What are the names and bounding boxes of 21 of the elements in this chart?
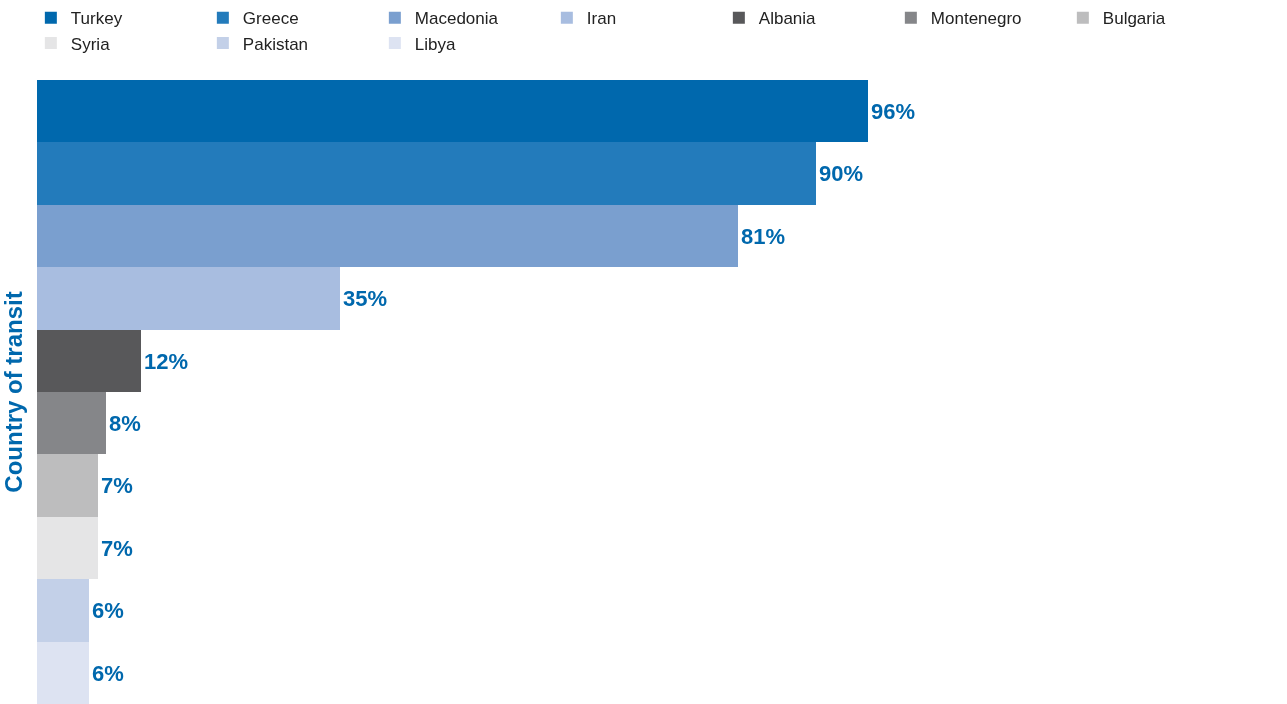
data-label: 90% (819, 161, 864, 186)
legend-label: Libya (414, 34, 457, 54)
legend-label: Iran (586, 9, 617, 29)
data-label: 81% (741, 223, 786, 249)
data-label: 7% (101, 535, 133, 561)
legend-label: Pakistan (242, 34, 309, 54)
data-label: 6% (92, 660, 124, 686)
legend-label: Turkey (70, 9, 123, 29)
y-axis-title: Country of transit (0, 291, 27, 493)
legend-label: Macedonia (414, 9, 499, 29)
data-label: 6% (92, 598, 124, 623)
data-label: 12% (144, 348, 189, 374)
legend-label: Albania (758, 9, 817, 29)
data-label: 96% (871, 98, 916, 124)
legend-label: Syria (70, 34, 111, 54)
legend-label: Montenegro (930, 9, 1022, 29)
legend-label: Greece (242, 9, 299, 29)
data-label: 8% (109, 410, 141, 436)
legend-label: Bulgaria (1102, 9, 1166, 29)
data-label: 35% (343, 286, 388, 311)
data-label: 7% (101, 473, 133, 498)
